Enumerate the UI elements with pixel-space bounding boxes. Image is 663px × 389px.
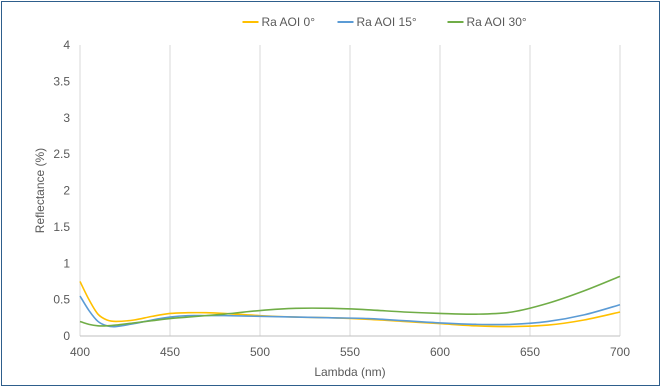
y-tick-labels: 0 0.5 1 1.5 2 2.5 3 3.5 4 bbox=[53, 38, 70, 343]
series-line-2 bbox=[79, 295, 621, 328]
series-line-3 bbox=[79, 275, 621, 327]
legend-label-3: Ra AOI 30° bbox=[467, 15, 527, 29]
grid-lines bbox=[79, 45, 621, 336]
x-tick-label: 550 bbox=[340, 345, 360, 359]
x-tick-label: 400 bbox=[70, 345, 90, 359]
y-tick-label: 3.5 bbox=[53, 74, 70, 88]
series-lines bbox=[79, 275, 621, 328]
x-tick-label: 700 bbox=[610, 345, 630, 359]
y-axis-title: Reflectance (%) bbox=[33, 148, 47, 233]
x-tick-label: 600 bbox=[430, 345, 450, 359]
y-tick-label: 3 bbox=[63, 111, 70, 125]
x-tick-label: 450 bbox=[160, 345, 180, 359]
legend-label-1: Ra AOI 0° bbox=[262, 15, 316, 29]
y-tick-label: 0 bbox=[63, 329, 70, 343]
y-tick-label: 0.5 bbox=[53, 293, 70, 307]
x-tick-label: 650 bbox=[520, 345, 540, 359]
y-tick-label: 4 bbox=[63, 38, 70, 52]
x-axis-title: Lambda (nm) bbox=[314, 365, 385, 379]
y-tick-label: 1.5 bbox=[53, 220, 70, 234]
y-tick-label: 2 bbox=[63, 184, 70, 198]
x-tick-labels: 400 450 500 550 600 650 700 bbox=[70, 345, 630, 359]
x-tick-label: 500 bbox=[250, 345, 270, 359]
legend-label-2: Ra AOI 15° bbox=[357, 15, 417, 29]
y-tick-label: 2.5 bbox=[53, 147, 70, 161]
series-line-1 bbox=[79, 281, 621, 328]
y-tick-label: 1 bbox=[63, 256, 70, 270]
legend: Ra AOI 0° Ra AOI 15° Ra AOI 30° bbox=[242, 15, 527, 29]
